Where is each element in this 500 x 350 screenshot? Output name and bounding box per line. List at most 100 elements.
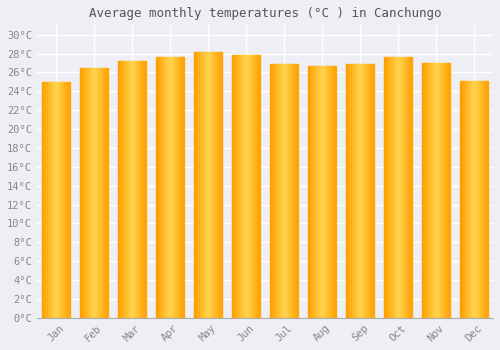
Bar — [460, 81, 462, 318]
Bar — [442, 63, 443, 318]
Bar — [276, 64, 277, 318]
Bar — [286, 64, 288, 318]
Bar — [296, 64, 298, 318]
Bar — [92, 68, 94, 318]
Bar — [484, 81, 485, 318]
Bar — [315, 66, 316, 318]
Bar — [319, 66, 320, 318]
Bar — [236, 55, 238, 318]
Bar — [57, 82, 58, 318]
Bar — [181, 57, 182, 318]
Bar — [258, 55, 260, 318]
Bar — [396, 57, 398, 318]
Bar — [214, 52, 216, 318]
Bar — [467, 81, 468, 318]
Bar — [83, 68, 84, 318]
Bar — [290, 64, 291, 318]
Bar — [371, 64, 372, 318]
Bar — [82, 68, 83, 318]
Bar — [468, 81, 470, 318]
Bar — [386, 57, 387, 318]
Bar — [120, 61, 121, 318]
Bar — [334, 66, 336, 318]
Bar — [291, 64, 292, 318]
Bar — [318, 66, 319, 318]
Bar — [136, 61, 138, 318]
Bar — [98, 68, 100, 318]
Bar — [178, 57, 180, 318]
Bar — [326, 66, 328, 318]
Bar — [243, 55, 244, 318]
Bar — [328, 66, 329, 318]
Bar — [438, 63, 439, 318]
Bar — [349, 64, 350, 318]
Bar — [370, 64, 371, 318]
Bar — [126, 61, 128, 318]
Bar — [333, 66, 334, 318]
Bar — [443, 63, 444, 318]
Bar — [367, 64, 368, 318]
Bar — [295, 64, 296, 318]
Bar — [121, 61, 122, 318]
Bar — [104, 68, 105, 318]
Bar — [160, 57, 162, 318]
Bar — [144, 61, 146, 318]
Bar — [392, 57, 394, 318]
Bar — [167, 57, 168, 318]
Bar — [234, 55, 235, 318]
Bar — [387, 57, 388, 318]
Bar — [212, 52, 214, 318]
Bar — [478, 81, 480, 318]
Bar — [482, 81, 484, 318]
Bar — [208, 52, 210, 318]
Bar — [87, 68, 88, 318]
Bar — [238, 55, 239, 318]
Bar — [242, 55, 243, 318]
Bar — [220, 52, 222, 318]
Bar — [171, 57, 172, 318]
Bar — [202, 52, 204, 318]
Bar — [206, 52, 208, 318]
Bar — [253, 55, 254, 318]
Bar — [44, 82, 45, 318]
Bar — [219, 52, 220, 318]
Bar — [42, 82, 43, 318]
Bar — [366, 64, 367, 318]
Bar — [277, 64, 278, 318]
Bar — [474, 81, 476, 318]
Bar — [350, 64, 352, 318]
Bar — [352, 64, 353, 318]
Bar — [240, 55, 242, 318]
Bar — [170, 57, 171, 318]
Bar — [68, 82, 70, 318]
Bar — [88, 68, 90, 318]
Bar — [314, 66, 315, 318]
Bar — [288, 64, 290, 318]
Bar — [134, 61, 136, 318]
Bar — [194, 52, 196, 318]
Bar — [130, 61, 132, 318]
Bar — [257, 55, 258, 318]
Bar — [94, 68, 95, 318]
Bar — [196, 52, 197, 318]
Bar — [52, 82, 53, 318]
Bar — [90, 68, 91, 318]
Bar — [278, 64, 280, 318]
Bar — [282, 64, 284, 318]
Bar — [346, 64, 348, 318]
Bar — [310, 66, 311, 318]
Bar — [102, 68, 104, 318]
Bar — [118, 61, 120, 318]
Bar — [182, 57, 184, 318]
Bar — [330, 66, 332, 318]
Bar — [159, 57, 160, 318]
Bar — [320, 66, 322, 318]
Bar — [356, 64, 357, 318]
Bar — [100, 68, 102, 318]
Bar — [485, 81, 486, 318]
Bar — [164, 57, 166, 318]
Bar — [432, 63, 434, 318]
Bar — [133, 61, 134, 318]
Bar — [67, 82, 68, 318]
Bar — [205, 52, 206, 318]
